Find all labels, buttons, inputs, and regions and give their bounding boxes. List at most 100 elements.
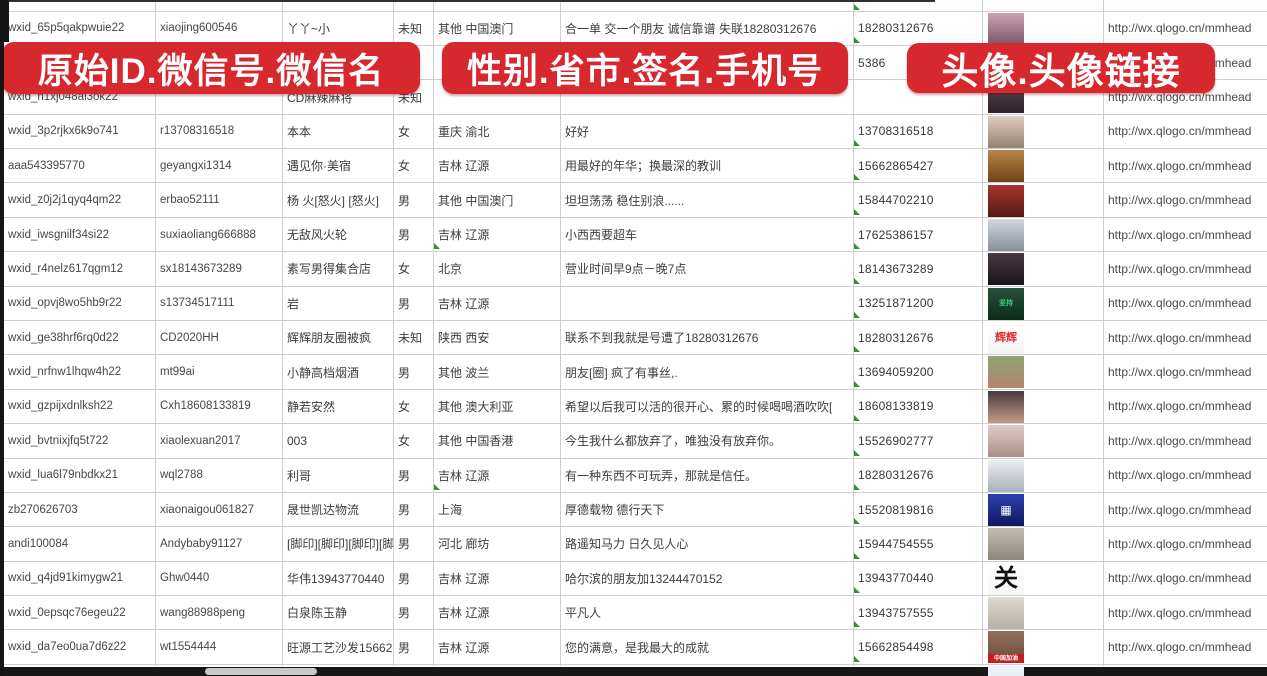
cell-original-id[interactable]: wxid_h1xj048al3ok22	[3, 80, 155, 113]
cell-phone[interactable]: 13943770440	[853, 562, 982, 595]
cell-avatar-url[interactable]: http://wx.qlogo.cn/mmhead	[1103, 321, 1267, 354]
cell-phone[interactable]: 15662865427	[853, 149, 982, 182]
cell-signature[interactable]: 今生我什么都放弃了，唯独没有放弃你。	[560, 424, 853, 457]
cell-avatar[interactable]	[982, 184, 1103, 217]
cell-region[interactable]: 吉林 辽源	[433, 149, 560, 182]
cell-avatar[interactable]	[982, 596, 1103, 630]
cell-gender[interactable]: 男	[393, 287, 433, 320]
cell-phone[interactable]: 18143673289	[853, 252, 982, 285]
cell-wechat-id[interactable]: xiaojing600546	[155, 12, 282, 45]
cell-region[interactable]: 吉林 辽源	[433, 287, 560, 320]
cell-avatar-url[interactable]: http://wx.qlogo.cn/mmhead	[1103, 596, 1267, 629]
cell-signature[interactable]: 合一单 交一个朋友 诚信靠谱 失联18280312676	[560, 12, 853, 45]
cell-wechat-id[interactable]: geyangxi1314	[155, 149, 282, 182]
cell-avatar-url[interactable]: http://wx.qlogo.cn/mmhead	[1103, 562, 1267, 595]
cell-gender[interactable]: 未知	[393, 12, 433, 45]
cell-original-id[interactable]: andi100084	[3, 527, 155, 560]
cell-wechat-name[interactable]: 岩	[282, 287, 393, 320]
cell-wechat-id[interactable]: s13734517111	[155, 287, 282, 320]
cell-wechat-name[interactable]: 晟世凯达物流	[282, 493, 393, 526]
cell-wechat-id[interactable]: sx18143673289	[155, 252, 282, 285]
cell-phone[interactable]: 15520819816	[853, 493, 982, 526]
cell-avatar[interactable]	[982, 527, 1103, 561]
cell-avatar-url[interactable]: http://wx.qlogo.cn/mmhead	[1103, 390, 1267, 423]
cell-avatar[interactable]	[982, 459, 1103, 492]
cell-gender[interactable]: 男	[393, 596, 433, 629]
cell-gender[interactable]: 女	[393, 115, 433, 148]
cell-wechat-name[interactable]: 旺源工艺沙发15662854	[282, 630, 393, 663]
cell-avatar-url[interactable]: http://wx.qlogo.cn/mmhead	[1103, 115, 1267, 148]
cell-original-id[interactable]: zb270626703	[3, 493, 155, 526]
cell-wechat-id[interactable]: wang88988peng	[155, 596, 282, 629]
cell-region[interactable]: 北京	[433, 252, 560, 285]
cell-avatar-url[interactable]: http://wx.qlogo.cn/mmhead	[1103, 527, 1267, 560]
cell-signature[interactable]: 平凡人	[560, 596, 853, 629]
cell-wechat-name[interactable]: 遇见你·美宿	[282, 149, 393, 182]
cell-wechat-id[interactable]: Andybaby91127	[155, 527, 282, 560]
cell-wechat-name[interactable]: 无敌风火轮	[282, 218, 393, 251]
cell-wechat-id[interactable]: r13708316518	[155, 115, 282, 148]
cell-region[interactable]: 吉林 辽源	[433, 630, 560, 663]
cell-phone[interactable]: 18608133819	[853, 390, 982, 423]
cell-wechat-name[interactable]: 白泉陈玉静	[282, 596, 393, 629]
cell-avatar-url[interactable]: http://wx.qlogo.cn/mmhead	[1103, 149, 1267, 182]
cell-gender[interactable]: 男	[393, 184, 433, 217]
cell-avatar[interactable]	[982, 390, 1103, 423]
cell-phone[interactable]: 13943757555	[853, 596, 982, 629]
cell-gender[interactable]: 男	[393, 562, 433, 595]
cell-signature[interactable]	[560, 287, 853, 320]
cell-avatar[interactable]	[982, 218, 1103, 251]
cell-phone[interactable]: 18280312676	[853, 321, 982, 354]
cell-region[interactable]: 吉林 辽源	[433, 562, 560, 595]
cell-signature[interactable]: 营业时间早9点－晚7点	[560, 252, 853, 285]
cell-signature[interactable]: 朋友[圈] 疯了有事丝,.	[560, 355, 853, 388]
cell-wechat-name[interactable]: 小静高档烟酒	[282, 355, 393, 388]
cell-region[interactable]: 重庆 渝北	[433, 115, 560, 148]
cell-phone[interactable]: 15944754555	[853, 527, 982, 560]
cell-signature[interactable]: 联系不到我就是号遭了18280312676	[560, 321, 853, 354]
cell-avatar-url[interactable]: http://wx.qlogo.cn/mmhead	[1103, 493, 1267, 526]
cell-region[interactable]: 其他 波兰	[433, 355, 560, 388]
cell-original-id[interactable]: wxid_ge38hrf6rq0d22	[3, 321, 155, 354]
cell-wechat-id[interactable]: mt99ai	[155, 355, 282, 388]
cell-avatar-url[interactable]: http://wx.qlogo.cn/mmhead	[1103, 80, 1267, 113]
cell-original-id[interactable]: wxid_z0j2j1qyq4qm22	[3, 184, 155, 217]
cell-signature[interactable]: 哈尔滨的朋友加13244470152	[560, 562, 853, 595]
cell-original-id[interactable]: aaa543395770	[3, 149, 155, 182]
cell-wechat-name[interactable]: 素写男得集合店	[282, 252, 393, 285]
cell-phone[interactable]: 18280312676	[853, 12, 982, 45]
cell-phone[interactable]: 13694059200	[853, 355, 982, 388]
cell-gender[interactable]: 男	[393, 493, 433, 526]
cell-original-id[interactable]: wxid_0epsqc76egeu22	[3, 596, 155, 629]
cell-region[interactable]: 吉林 辽源	[433, 596, 560, 629]
cell-phone[interactable]: 13251871200	[853, 287, 982, 320]
cell-original-id[interactable]: wxid_r4nelz617qgm12	[3, 252, 155, 285]
cell-region[interactable]: 其他 中国澳门	[433, 12, 560, 45]
cell-original-id[interactable]: wxid_65p5qakpwuie22	[3, 12, 155, 45]
cell-wechat-id[interactable]: xiaonaigou061827	[155, 493, 282, 526]
cell-gender[interactable]: 男	[393, 459, 433, 492]
cell-avatar-url[interactable]: http://wx.qlogo.cn/mmhead	[1103, 355, 1267, 388]
cell-region[interactable]: 吉林 辽源	[433, 218, 560, 251]
cell-region[interactable]: 陕西 西安	[433, 321, 560, 354]
cell-phone[interactable]: 17625386157	[853, 218, 982, 251]
cell-avatar-url[interactable]: http://wx.qlogo.cn/mmhead	[1103, 630, 1267, 663]
cell-wechat-id[interactable]: erbao52111	[155, 184, 282, 217]
cell-original-id[interactable]: wxid_opvj8wo5hb9r22	[3, 287, 155, 320]
cell-phone[interactable]: 18280312676	[853, 459, 982, 492]
cell-gender[interactable]: 男	[393, 630, 433, 663]
cell-wechat-id[interactable]: xiaolexuan2017	[155, 424, 282, 457]
cell-avatar[interactable]	[982, 12, 1103, 45]
cell-original-id[interactable]: wxid_da7eo0ua7d6z22	[3, 630, 155, 663]
cell-avatar-url[interactable]: http://wx.qlogo.cn/mmhead	[1103, 184, 1267, 217]
cell-original-id[interactable]: wxid_nrfnw1lhqw4h22	[3, 355, 155, 388]
cell-phone[interactable]: 15844702210	[853, 184, 982, 217]
cell-wechat-id[interactable]: CD2020HH	[155, 321, 282, 354]
cell-signature[interactable]: 希望以后我可以活的很开心、累的时候喝喝酒吹吹[	[560, 390, 853, 423]
cell-region[interactable]: 吉林 辽源	[433, 459, 560, 492]
cell-gender[interactable]: 女	[393, 390, 433, 423]
cell-avatar[interactable]: 大家	[982, 665, 1103, 676]
cell-avatar[interactable]: 中国加油	[982, 630, 1103, 664]
cell-signature[interactable]: 路遥知马力 日久见人心	[560, 527, 853, 560]
cell-signature[interactable]: 小西西要超车	[560, 218, 853, 251]
